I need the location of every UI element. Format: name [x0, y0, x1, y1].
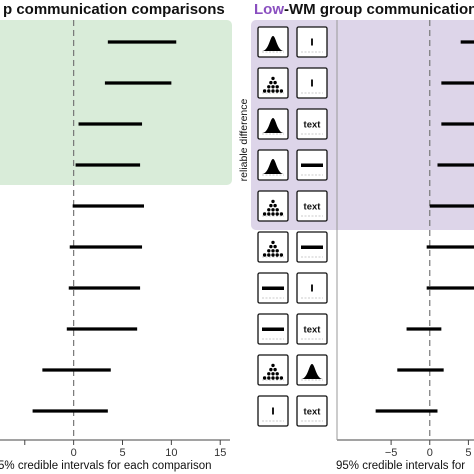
reliable-difference-label: reliable difference [238, 98, 250, 181]
row-7-left-bar-icon [257, 272, 289, 304]
left-x-axis-label: 5% credible intervals for each compariso… [0, 460, 212, 472]
right-panel: Low-WM group communication co reliable d… [238, 1, 474, 472]
row-5-right-text-icon: text [296, 190, 328, 222]
row-10-right-text-label: text [304, 407, 322, 418]
comparison-icons: text text text text [257, 26, 328, 427]
left-x-ticks: 0 5 10 15 [24, 440, 226, 459]
right-title: Low-WM group communication co [254, 1, 474, 18]
left-intervals [32, 40, 177, 413]
left-tick-label-3: 15 [214, 447, 226, 459]
row-3-left-density-icon [257, 108, 289, 140]
row-1-left-density-icon [257, 26, 289, 58]
left-panel: p communication comparisons 0 5 10 15 5% cr… [0, 1, 232, 472]
row-3-right-text-icon: text [296, 108, 328, 140]
left-title: p communication comparisons [3, 1, 225, 18]
right-x-ticks: −5 0 5 [385, 440, 471, 459]
right-tick-label-2: 5 [465, 447, 471, 459]
row-7-right-tick-icon [296, 272, 328, 304]
right-title-low: Low [254, 1, 284, 18]
row-2-left-dots-icon [257, 67, 289, 99]
row-6-right-bar-icon [296, 231, 328, 263]
row-1-right-tick-icon [296, 26, 328, 58]
right-tick-label-1: 0 [427, 447, 433, 459]
right-intervals [375, 40, 474, 413]
row-9-left-dots-icon [257, 354, 289, 386]
row-8-left-bar-icon [257, 313, 289, 345]
row-8-right-text-label: text [304, 325, 322, 336]
left-tick-label-0: 0 [71, 447, 77, 459]
right-x-axis-label: 95% credible intervals for [336, 460, 465, 472]
row-2-right-tick-icon [296, 67, 328, 99]
row-10-right-text-icon: text [296, 395, 328, 427]
right-tick-label-0: −5 [385, 447, 398, 459]
left-tick-label-2: 10 [165, 447, 177, 459]
left-tick-label-1: 5 [119, 447, 125, 459]
row-5-right-text-label: text [304, 202, 322, 213]
row-5-left-dots-icon [257, 190, 289, 222]
row-4-right-bar-icon [296, 149, 328, 181]
row-9-right-density-icon [296, 354, 328, 386]
left-reliable-highlight [0, 20, 232, 185]
row-6-left-dots-icon [257, 231, 289, 263]
row-10-left-tick-icon [257, 395, 289, 427]
row-8-right-text-icon: text [296, 313, 328, 345]
row-3-right-text-label: text [304, 120, 322, 131]
row-4-left-density-icon [257, 149, 289, 181]
right-title-rest: -WM group communication co [284, 1, 474, 18]
